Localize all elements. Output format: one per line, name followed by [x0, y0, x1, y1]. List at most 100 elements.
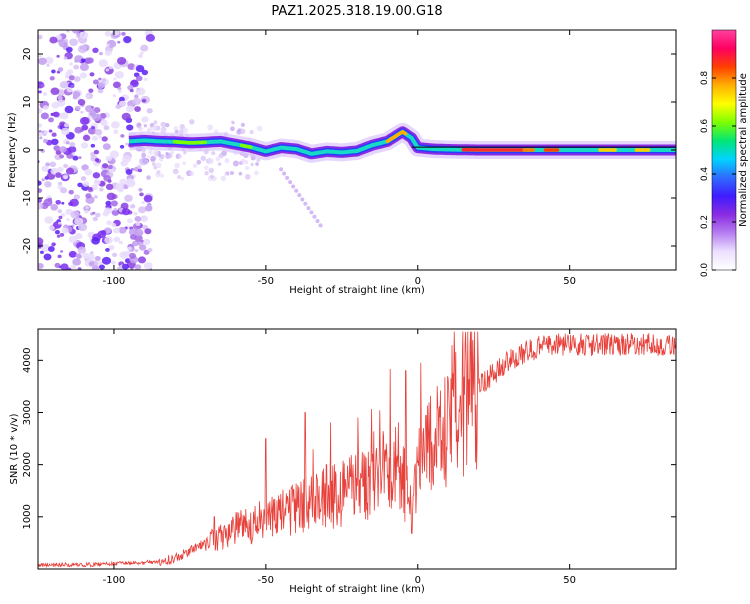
- noise-point: [58, 209, 62, 213]
- noise-point: [87, 95, 90, 98]
- noise-point: [95, 256, 101, 261]
- noise-point: [51, 242, 55, 246]
- noise-point: [55, 200, 61, 205]
- noise-point: [50, 76, 55, 80]
- noise-point: [48, 246, 55, 252]
- noise-point: [63, 164, 68, 168]
- noise-point: [155, 172, 160, 177]
- noise-point: [78, 45, 87, 53]
- noise-point: [113, 78, 116, 81]
- noise-point: [240, 128, 246, 134]
- noise-point: [52, 133, 57, 137]
- noise-point: [95, 213, 100, 218]
- noise-point: [129, 253, 136, 259]
- noise-point: [245, 174, 251, 180]
- noise-point: [145, 205, 152, 211]
- noise-point: [297, 193, 301, 197]
- colorbar: 0.00.20.40.60.8 Normalized spectral ampl…: [700, 30, 749, 277]
- noise-point: [58, 255, 62, 259]
- noise-point: [64, 39, 68, 42]
- noise-point: [121, 32, 125, 36]
- noise-point: [92, 185, 98, 190]
- noise-point: [139, 192, 144, 196]
- noise-point: [44, 181, 52, 188]
- noise-point: [41, 178, 44, 181]
- noise-point: [57, 235, 61, 238]
- noise-point: [139, 244, 146, 250]
- noise-point: [182, 127, 188, 133]
- noise-point: [208, 158, 214, 164]
- noise-point: [122, 155, 131, 163]
- noise-point: [144, 78, 148, 81]
- noise-point: [98, 135, 102, 138]
- noise-point: [113, 228, 120, 234]
- noise-point: [136, 76, 143, 82]
- noise-point: [106, 184, 114, 190]
- noise-point: [250, 130, 254, 134]
- noise-point: [93, 217, 98, 221]
- noise-point: [112, 253, 117, 257]
- noise-point: [102, 136, 108, 141]
- noise-point: [59, 154, 64, 158]
- noise-point: [71, 265, 77, 270]
- noise-point: [134, 264, 141, 270]
- noise-point: [102, 257, 111, 265]
- noise-point: [111, 261, 116, 265]
- noise-point: [95, 158, 99, 162]
- noise-point: [75, 233, 82, 239]
- noise-point: [102, 163, 108, 168]
- noise-point: [120, 145, 124, 149]
- colorbar-gradient: [712, 30, 736, 270]
- snr-background: [38, 329, 676, 569]
- noise-point: [126, 169, 133, 175]
- noise-point: [90, 251, 93, 254]
- noise-point: [140, 45, 148, 52]
- noise-point: [39, 137, 42, 140]
- noise-point: [309, 210, 313, 214]
- noise-point: [216, 157, 221, 162]
- noise-point: [53, 112, 57, 116]
- noise-point: [49, 37, 57, 44]
- y-tick-label: 2000: [22, 452, 33, 477]
- x-tick-label: -50: [258, 575, 274, 586]
- noise-point: [102, 78, 107, 82]
- noise-point: [81, 176, 87, 181]
- noise-point: [91, 106, 94, 109]
- noise-point: [141, 201, 144, 204]
- noise-point: [165, 152, 168, 155]
- noise-point: [85, 193, 91, 198]
- noise-point: [170, 151, 174, 155]
- noise-point: [75, 106, 80, 111]
- noise-point: [136, 222, 141, 226]
- noise-point: [109, 169, 114, 173]
- noise-point: [143, 239, 151, 245]
- noise-point: [103, 143, 111, 150]
- noise-point: [67, 87, 73, 92]
- noise-point: [65, 45, 68, 48]
- noise-point: [73, 65, 79, 70]
- noise-point: [113, 208, 117, 211]
- x-tick-label: 50: [563, 276, 576, 287]
- noise-point: [57, 100, 65, 107]
- colorbar-tick-label: 0.8: [700, 71, 710, 86]
- noise-point: [108, 179, 112, 182]
- noise-point: [89, 261, 95, 266]
- noise-point: [140, 215, 148, 222]
- noise-point: [316, 219, 320, 223]
- noise-point: [80, 72, 87, 78]
- noise-point: [49, 162, 56, 168]
- noise-point: [55, 263, 61, 268]
- noise-point: [189, 119, 194, 124]
- noise-point: [147, 108, 153, 113]
- noise-point: [94, 195, 98, 198]
- noise-point: [177, 175, 181, 179]
- noise-point: [113, 237, 120, 243]
- colorbar-tick-label: 0.0: [700, 263, 710, 278]
- noise-point: [104, 125, 110, 130]
- noise-point: [105, 248, 110, 252]
- noise-point: [93, 172, 100, 178]
- noise-point: [204, 171, 208, 175]
- noise-point: [70, 85, 74, 88]
